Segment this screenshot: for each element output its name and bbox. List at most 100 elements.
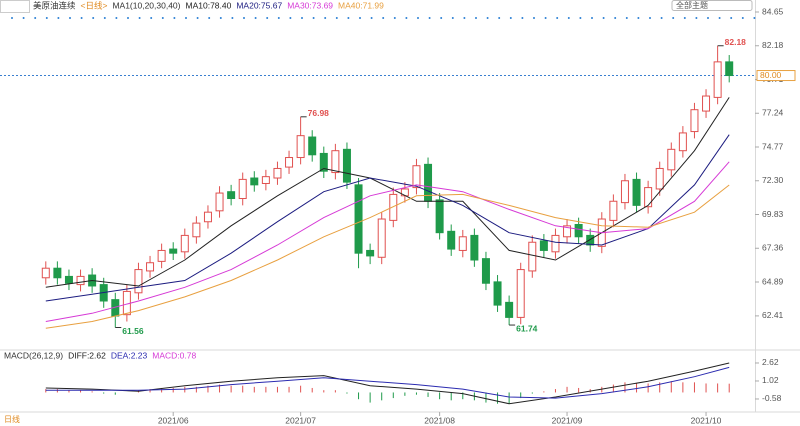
dot [730,17,733,19]
y-tick-label: 84.65 [762,6,784,16]
dot [127,17,129,19]
dot [567,17,570,19]
candle-body [632,178,641,206]
dot [219,17,222,19]
dot [591,17,593,19]
y-tick-label: 77.24 [762,108,784,118]
candle-body [493,281,502,306]
dot [475,17,477,19]
dot [289,17,292,19]
dot [556,17,559,19]
y-tick-label: 72.30 [762,175,784,185]
theme-button[interactable] [671,0,753,11]
dot [451,17,454,19]
candle-body [203,211,212,223]
y-tick-label: 67.36 [762,243,784,253]
candle-body [296,135,305,159]
candle-body [690,109,699,133]
dot [347,17,350,19]
candle-body [169,248,178,254]
candle-body [76,275,85,286]
candle-body [389,193,398,221]
candle-body [551,234,560,253]
y-tick-label: 64.89 [762,276,784,286]
candle-body [134,269,143,294]
dot [277,17,280,19]
candle-body [586,234,595,246]
dot [324,17,327,19]
annotation-label: 76.98 [308,108,330,118]
dot [45,17,48,19]
candle-body [516,269,525,318]
annotation-label: 61.56 [122,326,144,336]
candle-body [331,150,340,174]
dot [625,17,628,19]
candle-body [192,222,201,238]
dot [266,17,269,19]
legend-entry: DEA:2.23 [111,350,148,360]
candle-body [285,157,294,168]
dot [92,17,95,19]
macd-y-tick-label: -0.58 [762,393,782,403]
candle-body [157,249,166,262]
x-tick-label: 2021/08 [424,415,455,425]
dot [672,17,675,19]
dot [753,17,756,19]
x-tick-label: 2021/10 [691,415,722,425]
candle-body [412,165,421,189]
candle-body [146,262,155,272]
candle-body [238,178,247,200]
ma-line [45,161,730,322]
candle-body [713,61,722,98]
candle-body [620,180,629,204]
dot [521,17,524,19]
dot [440,17,443,19]
dot [22,17,25,19]
dot [579,17,582,19]
theme-button-label[interactable]: 全部主题 [676,0,708,10]
dot [649,17,651,19]
candle-body [609,200,618,221]
legend-entry: MA20:75.67 [236,0,282,10]
legend-entry: MA10:78.40 [186,0,232,10]
candle-body [505,301,514,318]
candle-body [261,176,270,184]
annotation-label: 82.18 [725,37,747,47]
candle-body [273,167,282,179]
period-label: 日线 [4,414,20,424]
dot [359,17,361,19]
dot [544,17,547,19]
y-tick-label: 74.77 [762,141,784,151]
y-tick-label: 62.41 [762,310,784,320]
candle-body [470,234,479,261]
dot [660,17,663,19]
dot [509,17,512,19]
candle-body [227,191,236,200]
candle-body [250,177,259,186]
candle-body [702,95,711,112]
last-price-box [756,70,796,82]
dot [335,17,338,19]
macd-line [45,362,730,405]
dot [243,17,245,19]
annotation-label: 61.74 [516,323,538,333]
candle-body [539,240,548,251]
dot [393,17,396,19]
dot [428,17,431,19]
x-tick-label: 2021/06 [158,415,189,425]
dot [80,17,83,19]
dot [463,17,466,19]
legend-entry: MA1(10,20,30,40) [112,0,180,10]
candle-body [354,184,363,254]
dot [533,17,535,19]
legend-entry: MACD(26,12,9) [4,350,63,360]
dot [301,17,303,19]
candle-body [481,258,490,284]
y-tick-label: 69.83 [762,209,784,219]
dot [69,17,71,19]
dot [602,17,605,19]
dot [707,17,709,19]
dot [161,17,164,19]
dot [614,17,617,19]
candle-body [655,167,664,190]
